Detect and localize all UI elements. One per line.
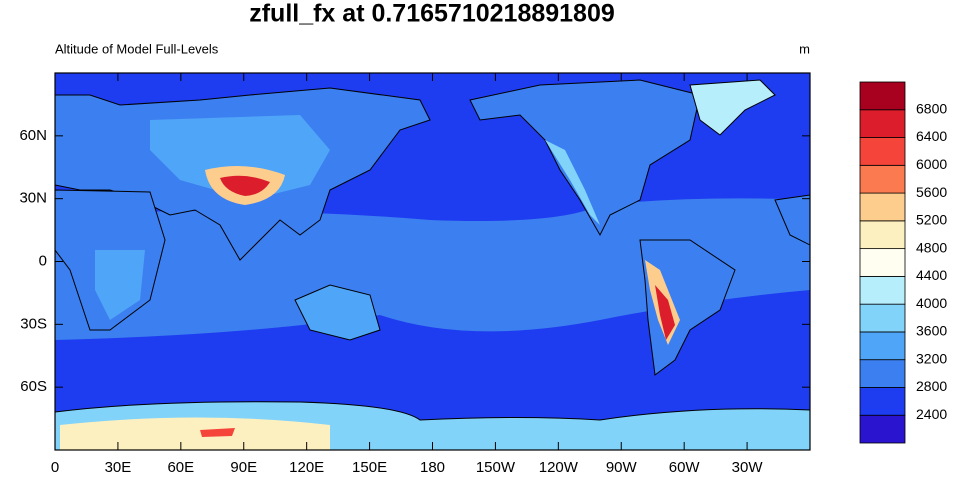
colorbar-label: 3600	[916, 323, 947, 339]
colorbar-label: 4800	[916, 239, 947, 255]
lat-tick-label: 0	[39, 252, 47, 269]
south-america	[639, 239, 736, 376]
greenland	[689, 79, 776, 136]
lon-tick-label: 180	[420, 459, 445, 476]
colorbar-box	[859, 109, 906, 138]
lon-tick-label: 30W	[732, 459, 764, 476]
colorbar-box	[859, 331, 906, 361]
map	[55, 73, 810, 450]
colorbar-box	[859, 220, 906, 250]
colorbar-label: 5200	[916, 212, 947, 228]
lon-tick-label: 30E	[105, 459, 132, 476]
lat-tick-label: 60N	[19, 127, 47, 144]
colorbar-box	[859, 137, 906, 166]
lon-tick-label: 60W	[669, 459, 701, 476]
north-america	[469, 79, 701, 237]
antarctic-plateau	[60, 417, 330, 450]
africa-plateau	[95, 250, 145, 320]
colorbar-label: 4000	[916, 295, 947, 311]
rockies	[545, 140, 600, 225]
colorbar-box	[859, 275, 906, 305]
lon-tick-label: 150E	[352, 459, 387, 476]
colorbar-label: 2800	[916, 378, 947, 394]
colorbar-box	[859, 81, 906, 111]
lon-tick-label: 120W	[539, 459, 579, 476]
title: zfull_fx at 0.7165710218891809	[249, 0, 615, 28]
left-string: Altitude of Model Full-Levels	[55, 41, 219, 56]
colorbar-label: 4400	[916, 267, 947, 283]
colorbar-label: 6800	[916, 100, 947, 116]
colorbar-box	[859, 164, 906, 194]
colorbar-label: 6000	[916, 156, 947, 172]
lon-tick-label: 90W	[606, 459, 638, 476]
tibet-peak	[220, 175, 270, 196]
lon-tick-label: 60E	[167, 459, 194, 476]
colorbar-label: 3200	[916, 350, 947, 366]
lat-tick-label: 60S	[20, 378, 47, 395]
colorbar-box	[859, 414, 906, 444]
colorbar-label: 5600	[916, 184, 947, 200]
lon-tick-label: 0	[51, 459, 59, 476]
colorbar-box	[859, 387, 906, 416]
colorbar-label: 2400	[916, 406, 947, 422]
colorbar-box	[859, 359, 906, 388]
colorbar-box	[859, 248, 906, 277]
lon-tick-label: 150W	[476, 459, 516, 476]
lon-tick-label: 120E	[289, 459, 324, 476]
asia-highland	[150, 115, 330, 200]
australia	[294, 284, 381, 341]
colorbar-box	[859, 303, 906, 333]
colorbar-label: 6400	[916, 128, 947, 144]
west-africa	[774, 194, 810, 246]
lat-tick-label: 30S	[20, 315, 47, 332]
colorbar-box	[859, 192, 906, 222]
right-string: m	[799, 41, 810, 56]
andes-peak	[655, 285, 675, 340]
lon-tick-label: 90E	[230, 459, 257, 476]
antarctic-peak	[200, 428, 235, 437]
lat-tick-label: 30N	[19, 190, 47, 207]
